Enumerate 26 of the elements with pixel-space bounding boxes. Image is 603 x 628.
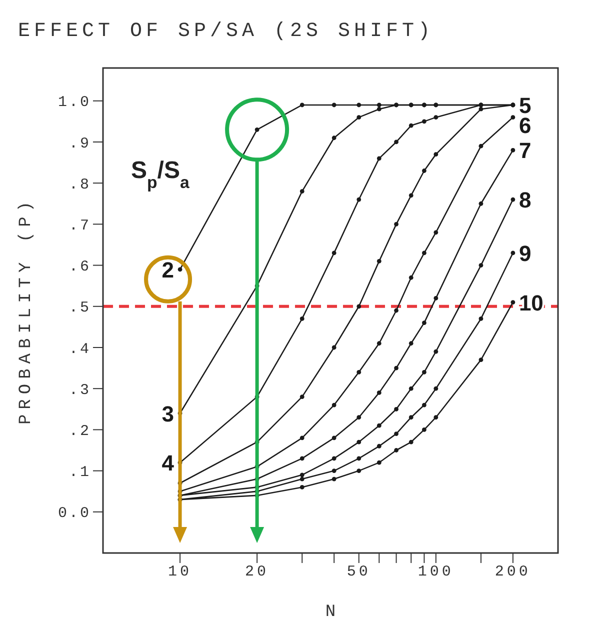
- series-label: 7: [518, 138, 532, 164]
- series-label: 9: [518, 240, 532, 266]
- x-tick-label: 50: [346, 564, 371, 581]
- x-tick-label: 20: [245, 564, 270, 581]
- y-tick-label: .9: [68, 135, 91, 152]
- x-tick-label: 100: [418, 564, 454, 581]
- y-tick-label: .7: [68, 218, 91, 235]
- y-tick-label: .2: [68, 423, 91, 440]
- x-axis-title: N: [325, 603, 336, 622]
- y-tick-label: 0.0: [58, 505, 91, 522]
- y-tick-label: .6: [68, 258, 91, 276]
- y-tick-label: .8: [68, 176, 91, 194]
- legend-title: S$_{p}$/S$_{a}$: [131, 157, 190, 192]
- chart-title: EFFECT OF SP/SA (2S SHIFT): [18, 20, 434, 43]
- series-label: 2: [162, 257, 174, 282]
- y-tick-label: .5: [68, 300, 91, 317]
- series-label: 4: [162, 450, 175, 476]
- x-tick-label: 200: [494, 564, 531, 581]
- x-tick-label: 10: [168, 564, 192, 581]
- y-tick-label: .1: [68, 464, 91, 482]
- y-axis-title: PROBABILITY (P): [17, 196, 36, 425]
- series-label: 8: [518, 188, 532, 213]
- series-label: 3: [162, 401, 174, 426]
- y-tick-label: 1.0: [58, 94, 91, 112]
- y-tick-label: .4: [68, 340, 91, 358]
- y-tick-label: .3: [68, 382, 91, 399]
